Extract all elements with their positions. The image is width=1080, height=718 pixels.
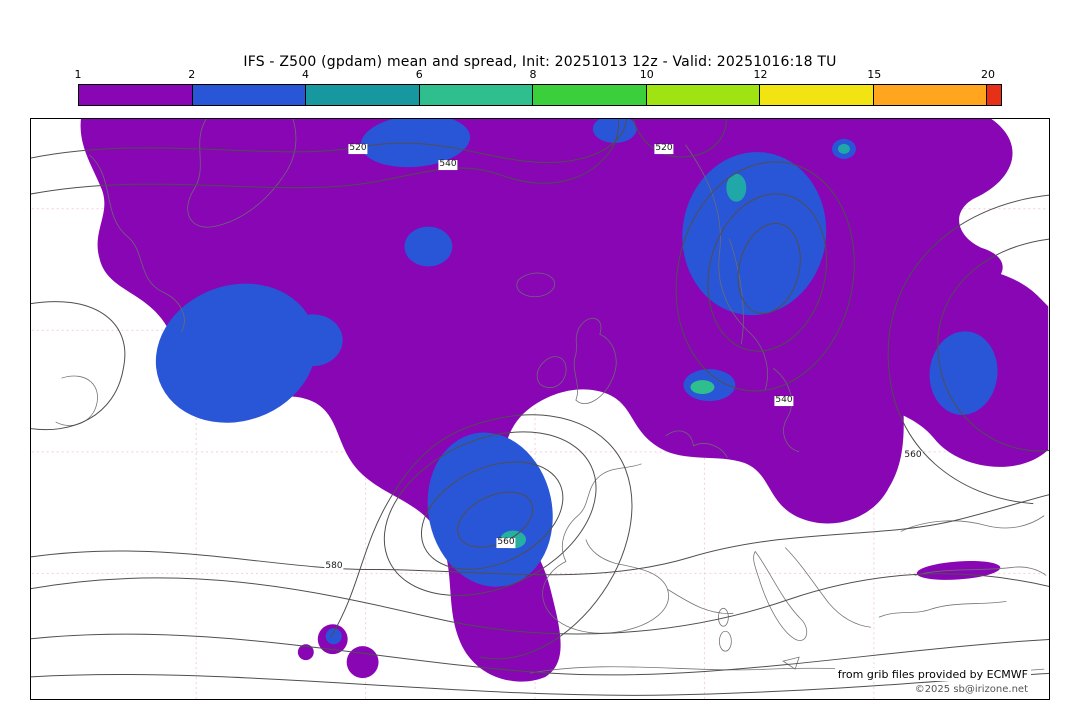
spread-fill-blue bbox=[155, 119, 998, 645]
colorbar-tick-label: 15 bbox=[867, 68, 882, 81]
credit-ecmwf: from grib files provided by ECMWF bbox=[834, 667, 1031, 681]
contour-label: 520 bbox=[348, 143, 368, 154]
map-graphic bbox=[31, 119, 1049, 699]
colorbar-tick-label: 6 bbox=[415, 68, 423, 81]
colorbar bbox=[78, 84, 1002, 106]
colorbar-tick-label: 12 bbox=[753, 68, 768, 81]
colorbar-segment bbox=[192, 85, 306, 105]
weather-map: 520 540 520 540 560 560 580 from grib files pr… bbox=[30, 118, 1050, 700]
contour-label: 580 bbox=[324, 561, 344, 572]
contour-label: 520 bbox=[654, 143, 674, 154]
colorbar-tick-label: 4 bbox=[302, 68, 309, 81]
colorbar-ticks: 1 2 4 6 8 10 12 15 20 bbox=[74, 68, 1002, 81]
colorbar-segment bbox=[873, 85, 987, 105]
colorbar-segment bbox=[646, 85, 760, 105]
colorbar-segment bbox=[760, 85, 874, 105]
contour-label: 560 bbox=[903, 450, 923, 461]
contour-label: 540 bbox=[438, 159, 458, 170]
colorbar-segment bbox=[419, 85, 533, 105]
colorbar-segment bbox=[79, 85, 193, 105]
colorbar-segment bbox=[533, 85, 647, 105]
colorbar-tick-label: 10 bbox=[639, 68, 654, 81]
contour-label: 560 bbox=[496, 537, 516, 548]
colorbar-tick-label: 20 bbox=[981, 68, 995, 81]
spread-fill-teal bbox=[500, 143, 850, 549]
colorbar-tick-label: 2 bbox=[188, 68, 196, 81]
colorbar-tick-label: 1 bbox=[74, 68, 82, 81]
colorbar-segment bbox=[987, 85, 1001, 105]
chart-title: IFS - Z500 (gpdam) mean and spread, Init… bbox=[243, 54, 837, 70]
contour-label: 540 bbox=[774, 395, 794, 406]
colorbar-segment bbox=[306, 85, 420, 105]
colorbar-tick-label: 8 bbox=[529, 68, 537, 81]
credit-author: ©2025 sb@irizone.net bbox=[911, 684, 1031, 696]
